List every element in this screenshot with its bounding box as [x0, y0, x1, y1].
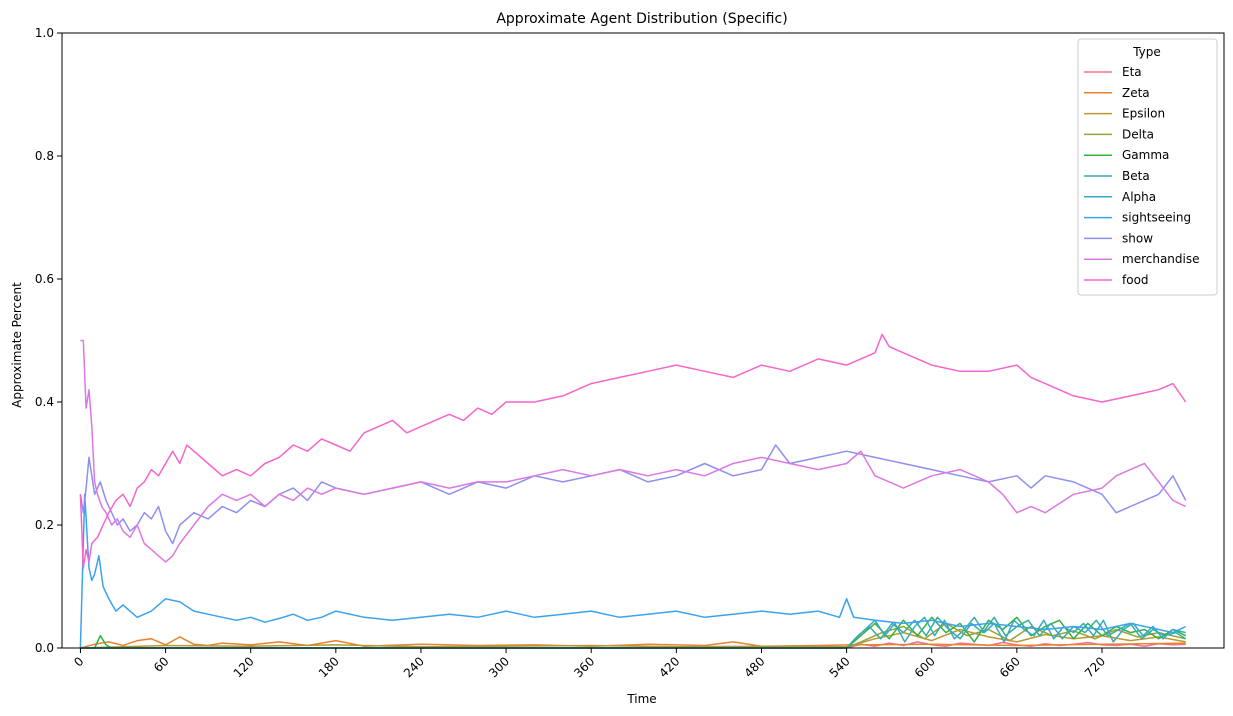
series-line-alpha	[80, 616, 1186, 649]
legend-label-gamma: Gamma	[1122, 148, 1169, 162]
series-line-show	[79, 444, 1187, 545]
legend-label-delta: Delta	[1122, 127, 1154, 141]
y-axis-label: Approximate Percent	[10, 282, 24, 408]
legend-label-eta: Eta	[1122, 65, 1142, 79]
y-tick-label: 0.8	[35, 149, 54, 163]
x-tick-label: 240	[401, 654, 427, 680]
legend-label-show: show	[1122, 231, 1153, 245]
x-tick-label: 420	[656, 654, 682, 680]
legend-label-food: food	[1122, 273, 1149, 287]
x-tick-label: 360	[571, 654, 597, 680]
chart-title: Approximate Agent Distribution (Specific…	[496, 11, 787, 27]
legend-label-alpha: Alpha	[1122, 190, 1156, 204]
series-line-sightseeing	[79, 493, 1187, 649]
x-tick-label: 600	[912, 654, 938, 680]
legend-label-beta: Beta	[1122, 169, 1150, 183]
y-tick-label: 0.2	[35, 518, 54, 532]
x-tick-label: 540	[827, 654, 853, 680]
legend-label-sightseeing: sightseeing	[1122, 211, 1191, 225]
x-tick-label: 720	[1082, 654, 1108, 680]
x-axis: 0 60 120 180 240 300 360 420 480 540 600 660 720	[71, 648, 1108, 680]
legend: Type Eta Zeta Epsilon Delta Gamma Beta Alpha si…	[1077, 38, 1218, 296]
legend-label-epsilon: Epsilon	[1122, 107, 1165, 121]
y-axis: 0.0 0.2 0.4 0.6 0.8 1.0	[35, 26, 62, 655]
x-tick-label: 480	[741, 654, 767, 680]
series-line-merchandise	[80, 339, 1187, 563]
x-tick-label: 180	[316, 654, 342, 680]
legend-box	[1077, 38, 1218, 296]
plot-area	[61, 32, 1225, 649]
x-tick-label: 120	[231, 654, 257, 680]
y-tick-label: 0.6	[35, 272, 54, 286]
legend-label-merchandise: merchandise	[1122, 252, 1200, 266]
x-tick-label: 0	[71, 654, 86, 669]
series-line-food	[79, 333, 1187, 569]
plot-frame	[61, 32, 1225, 649]
series-line-zeta	[80, 636, 1186, 649]
series-line-delta	[80, 622, 1186, 649]
series-line-gamma	[80, 616, 1187, 649]
legend-title: Type	[1132, 45, 1161, 59]
y-tick-label: 0.0	[35, 641, 54, 655]
x-tick-label: 60	[151, 654, 172, 675]
series-layer	[79, 333, 1187, 649]
legend-items: Eta Zeta Epsilon Delta Gamma Beta Alpha sightse…	[1084, 65, 1200, 287]
legend-label-zeta: Zeta	[1122, 86, 1150, 100]
x-tick-label: 300	[486, 654, 512, 680]
series-line-epsilon	[80, 628, 1186, 649]
y-tick-label: 1.0	[35, 26, 54, 40]
y-tick-label: 0.4	[35, 395, 54, 409]
x-tick-label: 660	[997, 654, 1023, 680]
x-axis-label: Time	[626, 692, 656, 706]
